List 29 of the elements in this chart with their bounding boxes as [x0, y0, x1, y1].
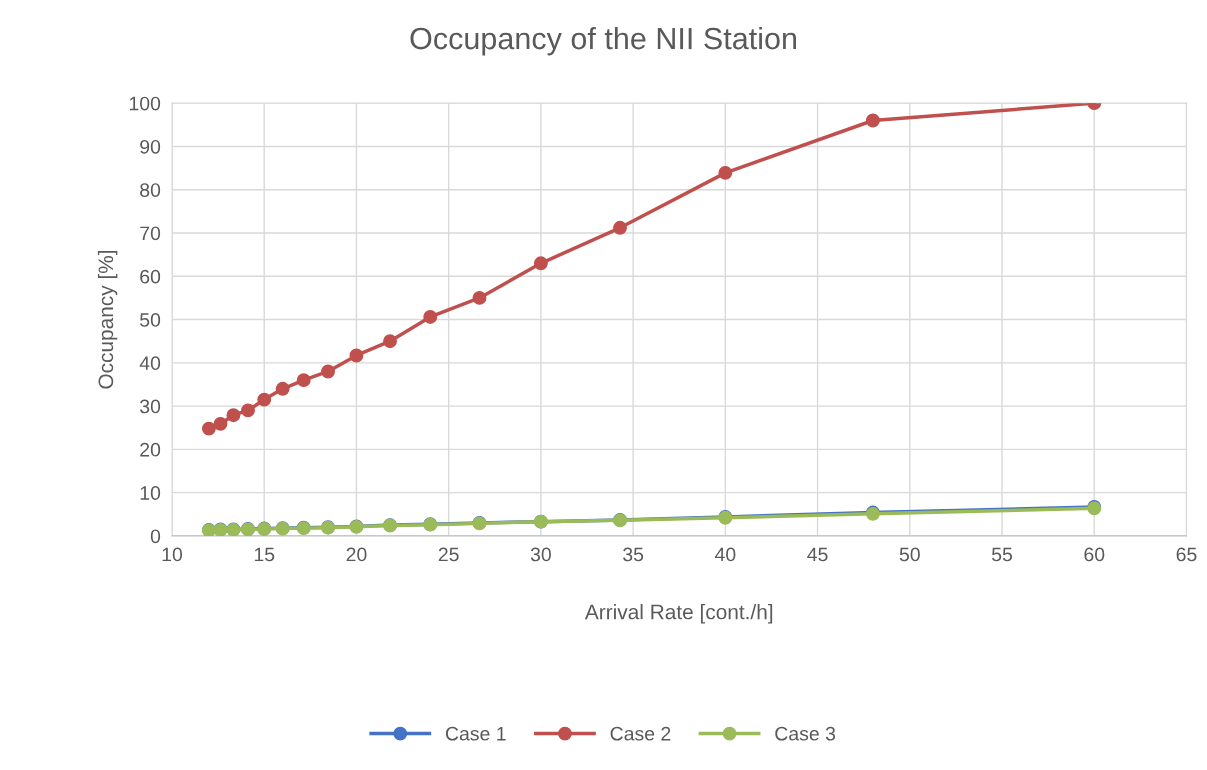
y-tick-label: 100 — [129, 96, 161, 111]
x-tick-label: 10 — [162, 547, 183, 562]
chart-title: Occupancy of the NII Station — [410, 26, 796, 56]
y-tick-label: 80 — [140, 183, 161, 197]
x-tick-label: 40 — [714, 547, 736, 562]
legend-label: Case 2 — [610, 726, 671, 741]
x-tick-label: 60 — [1084, 547, 1105, 562]
x-axis-title: Arrival Rate [cont./h] — [584, 604, 773, 624]
x-tick-label: 50 — [899, 547, 920, 562]
x-tick-label: 15 — [254, 547, 275, 562]
y-tick-label: 10 — [140, 486, 161, 500]
y-axis-title: Occupancy [%] — [97, 250, 118, 389]
y-tick-label: 60 — [140, 269, 161, 284]
legend-label: Case 3 — [775, 726, 836, 741]
x-tick-label: 25 — [438, 547, 459, 562]
legend-label: Case 1 — [445, 726, 506, 741]
y-tick-label: 70 — [140, 226, 161, 241]
y-tick-label: 30 — [140, 399, 161, 414]
x-tick-label: 35 — [623, 547, 644, 562]
y-tick-label: 90 — [140, 139, 161, 154]
x-tick-label: 30 — [530, 547, 551, 562]
y-tick-label: 50 — [140, 313, 161, 327]
x-tick-label: 45 — [807, 547, 828, 562]
y-tick-label: 40 — [139, 356, 161, 371]
x-tick-label: 20 — [346, 547, 367, 562]
x-tick-label: 65 — [1176, 547, 1197, 562]
y-tick-label: 20 — [140, 442, 161, 457]
y-tick-label: 0 — [150, 529, 161, 544]
x-tick-label: 55 — [991, 547, 1013, 562]
